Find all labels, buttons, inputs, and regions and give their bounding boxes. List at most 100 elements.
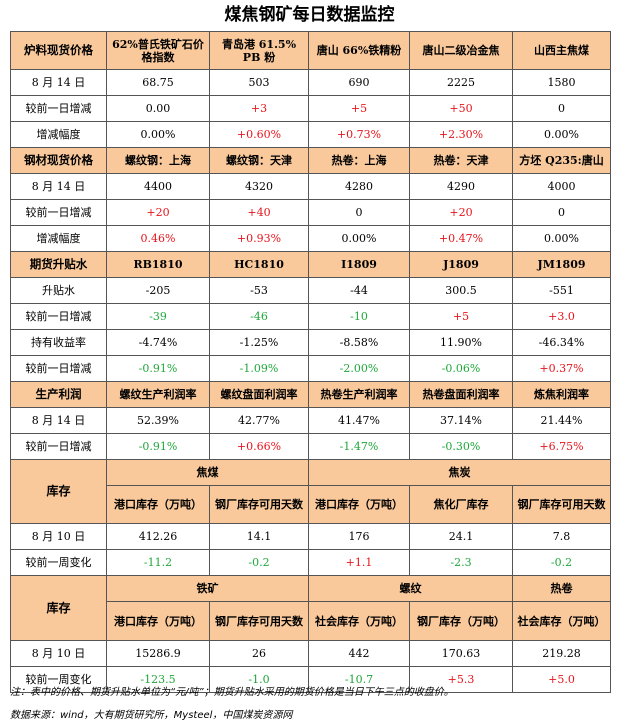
row-label: 较前一周变化 — [10, 549, 107, 576]
table-cell: -1.09% — [209, 355, 309, 382]
table-row: 较前一日增减 +20 +40 0 +20 0 — [10, 199, 611, 226]
row-label: 较前一日增减 — [10, 433, 107, 460]
column-header: 方坯 Q235:唐山 — [512, 147, 611, 174]
column-header: J1809 — [409, 251, 513, 278]
table-cell: -0.2 — [512, 549, 611, 576]
table-cell: -1.25% — [209, 329, 309, 356]
table-cell: 219.28 — [512, 640, 611, 667]
column-header: 港口库存（万吨） — [106, 601, 210, 641]
column-header: 社会库存（万吨） — [308, 601, 410, 641]
column-header: 热卷：上海 — [308, 147, 410, 174]
column-header: 螺纹钢：天津 — [209, 147, 309, 174]
column-header: 钢厂库存可用天数 — [512, 485, 611, 524]
table-cell: -53 — [209, 277, 309, 304]
table-cell: -11.2 — [106, 549, 210, 576]
column-header: 炼焦利润率 — [512, 381, 611, 408]
row-label: 较前一日增减 — [10, 355, 107, 382]
table-cell: -1.47% — [308, 433, 410, 460]
table-cell: -0.91% — [106, 433, 210, 460]
steel-header-row: 钢材现货价格 螺纹钢：上海 螺纹钢：天津 热卷：上海 热卷：天津 方坯 Q235… — [10, 147, 611, 174]
table-cell: 176 — [308, 523, 410, 550]
column-header: 钢厂库存可用天数 — [209, 601, 309, 641]
table-cell: 690 — [308, 69, 410, 96]
table-row: 8 月 10 日 412.26 14.1 176 24.1 7.8 — [10, 523, 611, 550]
table-cell: +5.0 — [512, 666, 611, 693]
row-label: 8 月 10 日 — [10, 523, 107, 550]
table-cell: +20 — [409, 199, 513, 226]
table-cell: 0.00% — [308, 225, 410, 252]
row-label: 较前一周变化 — [10, 666, 107, 693]
column-header: 热卷盘面利润率 — [409, 381, 513, 408]
table-cell: 4280 — [308, 173, 410, 200]
table-cell: -8.58% — [308, 329, 410, 356]
table-cell: 0 — [512, 95, 611, 122]
profit-header-row: 生产利润 螺纹生产利润率 螺纹盘面利润率 热卷生产利润率 热卷盘面利润率 炼焦利… — [10, 381, 611, 408]
table-cell: -0.91% — [106, 355, 210, 382]
table-cell: 503 — [209, 69, 309, 96]
row-label: 增减幅度 — [10, 225, 107, 252]
table-cell: 4000 — [512, 173, 611, 200]
table-row: 8 月 14 日 52.39% 42.77% 41.47% 37.14% 21.… — [10, 407, 611, 434]
table-row: 增减幅度 0.46% +0.93% 0.00% +0.47% 0.00% — [10, 225, 611, 252]
table-row: 增减幅度 0.00% +0.60% +0.73% +2.30% 0.00% — [10, 121, 611, 148]
row-label: 8 月 14 日 — [10, 69, 107, 96]
table-cell: 300.5 — [409, 277, 513, 304]
report-title: 煤焦钢矿每日数据监控 — [224, 5, 395, 25]
table-cell: -2.00% — [308, 355, 410, 382]
table-cell: 24.1 — [409, 523, 513, 550]
table-cell: -46 — [209, 303, 309, 330]
group-header-coke: 焦炭 — [308, 459, 611, 486]
row-label: 持有收益率 — [10, 329, 107, 356]
table-cell: 0 — [512, 199, 611, 226]
table-cell: -0.2 — [209, 549, 309, 576]
column-header: I1809 — [308, 251, 410, 278]
table-row: 较前一日增减 -0.91% +0.66% -1.47% -0.30% +6.75… — [10, 433, 611, 460]
column-header: 钢厂库存可用天数 — [209, 485, 309, 524]
column-header: 热卷生产利润率 — [308, 381, 410, 408]
inventory2-header-row: 港口库存（万吨） 钢厂库存可用天数 社会库存（万吨） 钢厂库存（万吨） 社会库存… — [11, 601, 611, 641]
table-row: 持有收益率 -4.74% -1.25% -8.58% 11.90% -46.34… — [10, 329, 611, 356]
table-cell: -10 — [308, 303, 410, 330]
table-cell: +20 — [106, 199, 210, 226]
table-cell: +0.66% — [209, 433, 309, 460]
table-cell: 170.63 — [409, 640, 513, 667]
section-label-steel: 钢材现货价格 — [10, 147, 107, 174]
table-cell: +0.93% — [209, 225, 309, 252]
column-header: 热卷：天津 — [409, 147, 513, 174]
table-cell: +5 — [409, 303, 513, 330]
table-cell: -2.3 — [409, 549, 513, 576]
table-row: 8 月 14 日 68.75 503 690 2225 1580 — [10, 69, 611, 96]
table-cell: 14.1 — [209, 523, 309, 550]
data-source: 数据来源：wind，大有期货研究所，Mysteel，中国煤炭资源网 — [10, 710, 293, 721]
section-label-futures: 期货升贴水 — [10, 251, 107, 278]
table-cell: +5.3 — [409, 666, 513, 693]
column-header: 62%普氏铁矿石价格指数 — [106, 31, 210, 70]
table-cell: 4290 — [409, 173, 513, 200]
inventory1-group-row: 库存 焦煤 焦炭 — [10, 459, 611, 524]
inventory2-group-row: 库存 铁矿 螺纹 热卷 — [10, 575, 611, 641]
table-row: 较前一日增减 -39 -46 -10 +5 +3.0 — [10, 303, 611, 330]
futures-header-row: 期货升贴水 RB1810 HC1810 I1809 J1809 JM1809 — [10, 251, 611, 278]
row-label: 8 月 14 日 — [10, 173, 107, 200]
table-cell: 4320 — [209, 173, 309, 200]
table-cell: 37.14% — [409, 407, 513, 434]
row-label: 8 月 14 日 — [10, 407, 107, 434]
column-header: 焦化厂库存 — [409, 485, 513, 524]
table-cell: 0.00% — [512, 225, 611, 252]
table-cell: -4.74% — [106, 329, 210, 356]
table-cell: 41.47% — [308, 407, 410, 434]
row-label: 8 月 10 日 — [10, 640, 107, 667]
table-cell: +0.37% — [512, 355, 611, 382]
table-cell: 11.90% — [409, 329, 513, 356]
column-header: 螺纹盘面利润率 — [209, 381, 309, 408]
column-header: 港口库存（万吨） — [308, 485, 410, 524]
table-cell: +1.1 — [308, 549, 410, 576]
table-cell: 52.39% — [106, 407, 210, 434]
table-cell: +5 — [308, 95, 410, 122]
section-label-profit: 生产利润 — [10, 381, 107, 408]
section-label-inventory: 库存 — [10, 575, 107, 641]
column-header: 社会库存（万吨） — [512, 601, 611, 641]
table-row: 较前一日增减 -0.91% -1.09% -2.00% -0.06% +0.37… — [10, 355, 611, 382]
table-cell: 15286.9 — [106, 640, 210, 667]
table-cell: 412.26 — [106, 523, 210, 550]
